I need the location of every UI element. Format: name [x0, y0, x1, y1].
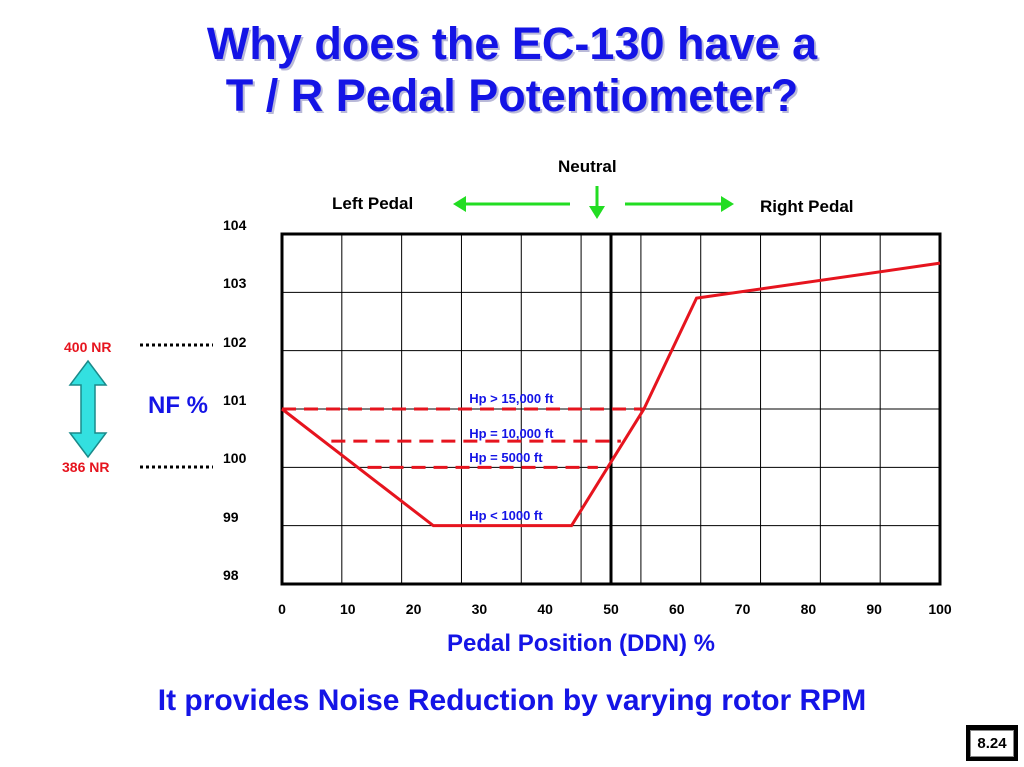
left-pedal-label: Left Pedal [332, 194, 414, 213]
nr-high-label: 400 NR [64, 339, 112, 355]
neutral-arrow-icon [589, 186, 605, 219]
x-tick: 100 [928, 601, 952, 617]
title-line-1: Why does the EC-130 have a [206, 18, 818, 69]
x-tick: 40 [537, 601, 553, 617]
title-line-2: T / R Pedal Potentiometer? [225, 70, 799, 121]
series-label-hp-1000: Hp < 1000 ft [469, 508, 543, 523]
x-tick: 0 [278, 601, 286, 617]
series-label-hp-15000: Hp > 15,000 ft [469, 391, 554, 407]
y-tick: 99 [223, 508, 239, 525]
y-tick: 101 [223, 392, 247, 408]
x-tick: 90 [866, 601, 882, 617]
right-pedal-label: Right Pedal [760, 197, 854, 216]
chart-series [281, 261, 941, 528]
double-arrow-icon [68, 359, 108, 459]
series-label-hp-10000: Hp = 10,000 ft [469, 426, 554, 442]
x-tick: 10 [340, 601, 356, 617]
x-tick: 30 [471, 601, 488, 617]
y-tick: 104 [223, 217, 247, 233]
left-arrow-icon [453, 196, 570, 212]
series-line-0 [281, 261, 941, 528]
x-tick: 50 [603, 601, 619, 617]
page-number-badge: 8.24 [966, 725, 1018, 761]
slide-subtitle: It provides Noise Reduction by varying r… [157, 684, 867, 717]
y-tick: 98 [223, 567, 239, 583]
right-arrow-icon [625, 196, 734, 212]
x-tick: 60 [669, 601, 685, 617]
y-tick: 103 [223, 275, 247, 292]
x-tick: 70 [734, 601, 751, 617]
nf-axis-label: NF % [148, 392, 208, 419]
slide-title: Why does the EC-130 have a T / R Pedal P… [0, 18, 1024, 122]
x-tick: 80 [800, 601, 817, 617]
nr-low-label: 386 NR [62, 459, 110, 475]
page-number: 8.24 [970, 729, 1014, 757]
x-axis-label: Pedal Position (DDN) % [447, 630, 716, 657]
x-tick: 20 [405, 601, 422, 617]
series-label-hp-5000: Hp = 5000 ft [469, 449, 543, 465]
neutral-label: Neutral [558, 157, 617, 176]
y-tick: 102 [223, 333, 247, 350]
y-tick: 100 [223, 450, 247, 467]
